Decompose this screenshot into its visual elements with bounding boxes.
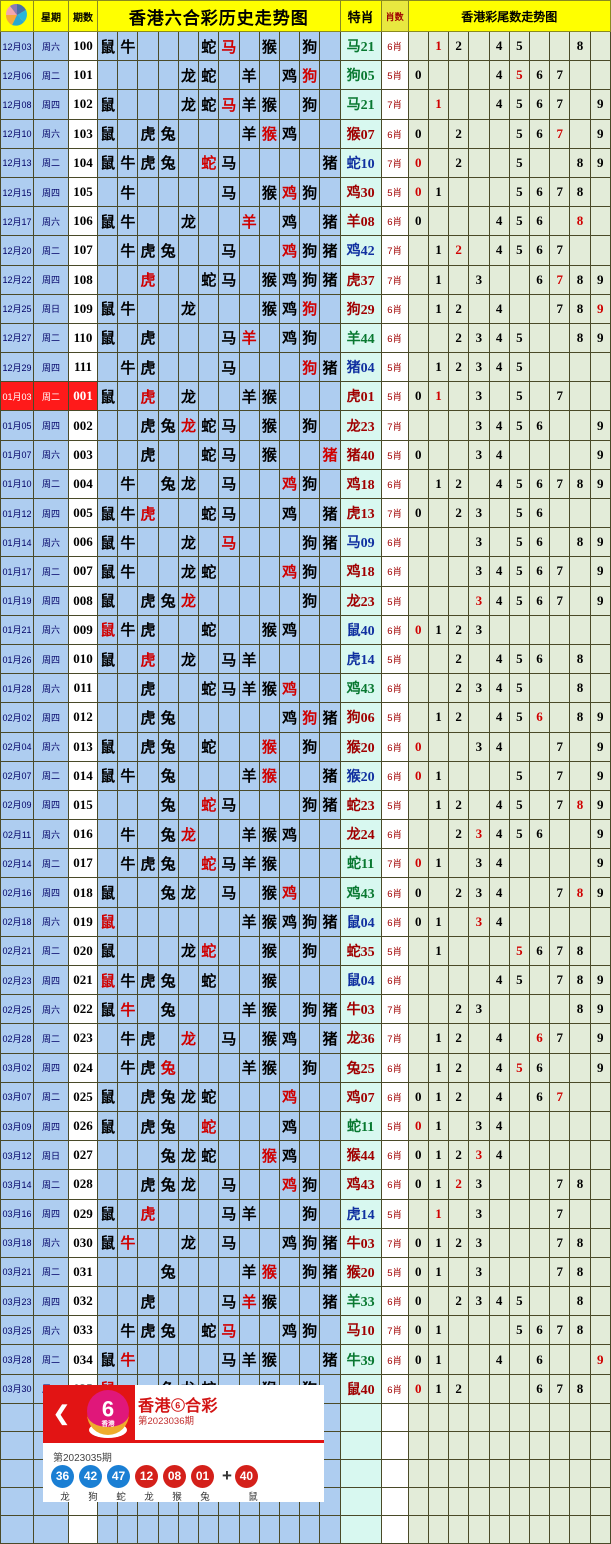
svg-text:6: 6 xyxy=(102,1397,114,1422)
svg-text:香港: 香港 xyxy=(102,1419,116,1428)
svg-text:6: 6 xyxy=(175,1401,181,1411)
